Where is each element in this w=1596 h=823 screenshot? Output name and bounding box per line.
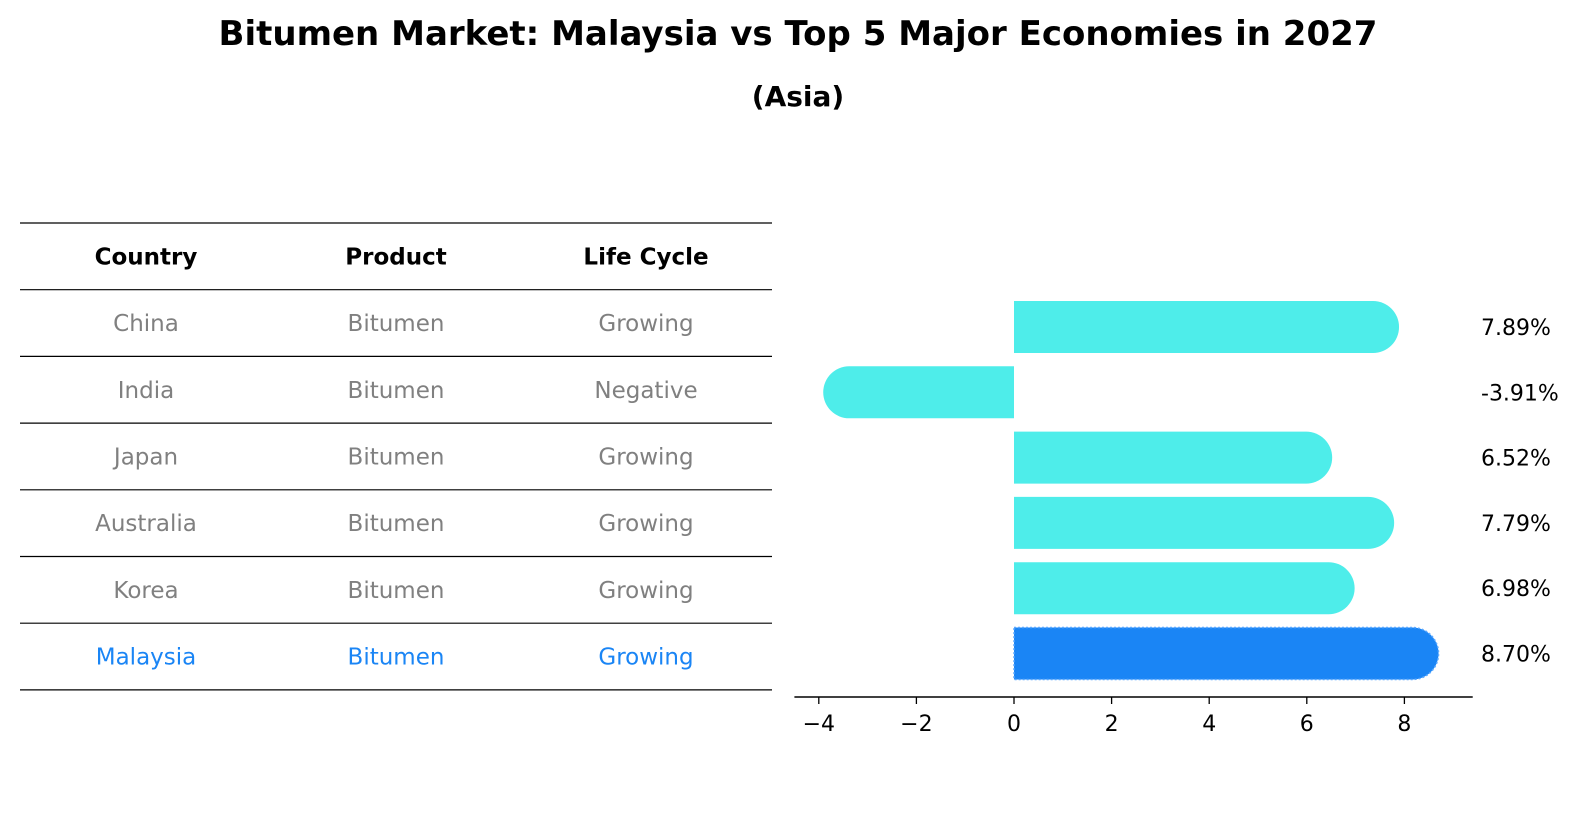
bar-korea [1014, 562, 1355, 615]
table-cell: Bitumen [348, 378, 445, 404]
x-tick-label: 0 [1007, 712, 1021, 737]
table-cell: Bitumen [348, 511, 445, 537]
bar-australia [1014, 496, 1395, 549]
x-tick-label: −4 [803, 712, 835, 737]
x-tick-label: 6 [1300, 712, 1314, 737]
table-cell: Japan [112, 444, 178, 470]
table-cell: India [118, 378, 174, 404]
table-cell: Growing [598, 444, 693, 470]
table-cell: Bitumen [348, 311, 445, 337]
x-axis: −4 −2 0 2 4 6 8 [794, 696, 1473, 737]
value-label: -3.91% [1481, 381, 1559, 406]
table-cell: Growing [598, 511, 693, 537]
bar-chart: 7.89% -3.91% 6.52% 7.79% 6.98% 8.70% [823, 301, 1559, 681]
chart-title: Bitumen Market: Malaysia vs Top 5 Major … [218, 14, 1378, 54]
table-header-0: Country [95, 244, 198, 270]
table-cell: Bitumen [348, 645, 445, 671]
table-cell: Growing [598, 578, 693, 604]
table-cell: Australia [95, 511, 197, 537]
table-cell: Bitumen [348, 444, 445, 470]
chart-subtitle: (Asia) [751, 80, 845, 113]
table-header-2: Life Cycle [583, 244, 708, 270]
value-label: 8.70% [1481, 643, 1551, 668]
value-label: 6.98% [1481, 577, 1551, 602]
x-tick-label: 8 [1397, 712, 1411, 737]
table-cell: China [113, 311, 179, 337]
table-cell: Negative [594, 378, 697, 404]
bar-malaysia [1013, 626, 1440, 681]
x-tick-label: 2 [1105, 712, 1119, 737]
value-label: 6.52% [1481, 447, 1551, 472]
table-cell: Korea [113, 578, 178, 604]
table-header-1: Product [345, 244, 446, 270]
table-cell: Growing [598, 645, 693, 671]
table-cell: Growing [598, 311, 693, 337]
table-cell: Malaysia [96, 645, 197, 671]
x-tick-label: 4 [1202, 712, 1216, 737]
data-table: Country Product Life Cycle China Bitumen Grow… [20, 222, 772, 691]
bar-japan [1014, 431, 1333, 484]
x-tick-label: −2 [900, 712, 932, 737]
bar-india [823, 366, 1014, 419]
bar-china [1014, 301, 1400, 353]
value-label: 7.79% [1481, 512, 1551, 537]
table-cell: Bitumen [348, 578, 445, 604]
value-label: 7.89% [1481, 316, 1551, 341]
